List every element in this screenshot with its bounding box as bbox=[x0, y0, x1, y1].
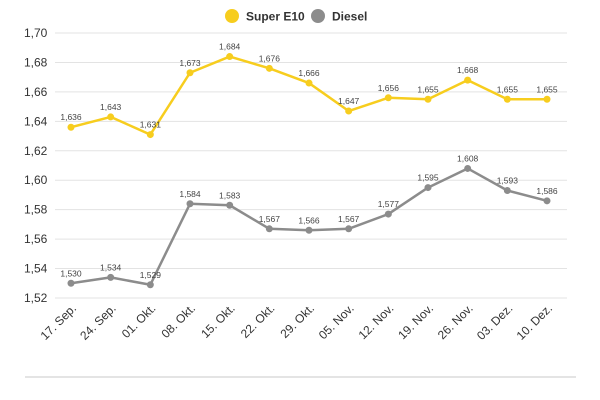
data-point bbox=[345, 225, 353, 233]
data-label: 1,584 bbox=[179, 189, 201, 199]
y-tick-label: 1,62 bbox=[24, 144, 48, 158]
data-point bbox=[543, 95, 551, 103]
data-label: 1,655 bbox=[536, 84, 558, 94]
legend-label: Super E10 bbox=[246, 10, 305, 24]
data-point bbox=[464, 164, 472, 172]
data-label: 1,647 bbox=[338, 96, 360, 106]
data-label: 1,595 bbox=[417, 173, 439, 183]
data-point bbox=[345, 107, 353, 115]
data-point bbox=[305, 226, 313, 234]
data-label: 1,529 bbox=[140, 270, 162, 280]
y-tick-label: 1,64 bbox=[24, 114, 48, 128]
x-tick-label: 15. Okt. bbox=[198, 301, 238, 341]
y-axis: 1,52 1,54 1,56 1,58 1,60 1,62 1,64 1,66 1,68 1,70 bbox=[24, 26, 48, 305]
data-point bbox=[107, 273, 115, 281]
x-tick-label: 08. Okt. bbox=[159, 301, 199, 341]
data-label: 1,656 bbox=[378, 83, 400, 93]
data-point bbox=[503, 187, 511, 195]
x-tick-label: 12. Nov. bbox=[356, 301, 397, 342]
data-point bbox=[67, 279, 75, 287]
legend: Super E10 Diesel bbox=[225, 9, 367, 24]
x-tick-label: 24. Sep. bbox=[77, 301, 119, 343]
data-point bbox=[464, 76, 472, 84]
x-axis: 17. Sep.24. Sep. 01. Okt. 08. Okt. 15. Okt.… bbox=[38, 301, 556, 343]
legend-label: Diesel bbox=[332, 10, 367, 24]
y-tick-label: 1,52 bbox=[24, 291, 48, 305]
data-point bbox=[424, 184, 432, 192]
data-label: 1,583 bbox=[219, 190, 241, 200]
data-label: 1,567 bbox=[338, 214, 360, 224]
data-label: 1,577 bbox=[378, 199, 400, 209]
data-label: 1,586 bbox=[536, 186, 558, 196]
data-label: 1,530 bbox=[60, 268, 82, 278]
data-label: 1,684 bbox=[219, 42, 241, 52]
legend-marker bbox=[311, 9, 325, 23]
data-label: 1,631 bbox=[140, 120, 162, 130]
data-label: 1,593 bbox=[497, 176, 519, 186]
x-tick-label: 19. Nov. bbox=[395, 301, 436, 342]
data-point bbox=[146, 131, 154, 139]
data-label: 1,636 bbox=[60, 112, 82, 122]
data-label: 1,676 bbox=[259, 53, 281, 63]
data-point bbox=[226, 201, 234, 209]
x-tick-label: 03. Dez. bbox=[474, 301, 516, 343]
data-label: 1,608 bbox=[457, 153, 479, 163]
data-label: 1,655 bbox=[417, 84, 439, 94]
data-point bbox=[265, 64, 273, 72]
data-point bbox=[186, 69, 194, 77]
data-point bbox=[107, 113, 115, 121]
y-tick-label: 1,60 bbox=[24, 173, 48, 187]
data-point bbox=[503, 95, 511, 103]
data-point bbox=[543, 197, 551, 205]
legend-marker bbox=[225, 9, 239, 23]
x-tick-label: 01. Okt. bbox=[119, 301, 159, 341]
y-tick-label: 1,68 bbox=[24, 55, 48, 69]
data-label: 1,566 bbox=[298, 215, 320, 225]
data-point bbox=[146, 281, 154, 289]
grid bbox=[55, 32, 567, 299]
series: 1,636 1,643 1,631 1,673 1,684 1,676 1,666 1,647… bbox=[60, 42, 558, 139]
y-tick-label: 1,70 bbox=[24, 26, 48, 40]
data-label: 1,655 bbox=[497, 84, 519, 94]
series: 1,530 1,534 1,529 1,584 1,583 1,567 1,566 1,567… bbox=[60, 153, 558, 289]
data-point bbox=[265, 225, 273, 233]
x-tick-label: 17. Sep. bbox=[38, 301, 80, 343]
data-label: 1,534 bbox=[100, 262, 122, 272]
data-point bbox=[226, 53, 234, 61]
data-point bbox=[305, 79, 313, 87]
data-point bbox=[384, 210, 392, 218]
x-tick-label: 10. Dez. bbox=[514, 301, 556, 343]
data-point bbox=[186, 200, 194, 208]
data-label: 1,643 bbox=[100, 102, 122, 112]
x-tick-label: 22. Okt. bbox=[238, 301, 278, 341]
x-tick-label: 05. Nov. bbox=[316, 301, 357, 342]
data-label: 1,567 bbox=[259, 214, 281, 224]
data-label: 1,668 bbox=[457, 65, 479, 75]
series-group: 1,636 1,643 1,631 1,673 1,684 1,676 1,666 1,647… bbox=[60, 42, 558, 289]
data-label: 1,673 bbox=[179, 58, 201, 68]
y-tick-label: 1,54 bbox=[24, 262, 48, 276]
y-tick-label: 1,58 bbox=[24, 203, 48, 217]
data-point bbox=[384, 94, 392, 102]
data-point bbox=[67, 123, 75, 131]
data-label: 1,666 bbox=[298, 68, 320, 78]
x-tick-label: 29. Okt. bbox=[278, 301, 318, 341]
y-tick-label: 1,56 bbox=[24, 232, 48, 246]
y-tick-label: 1,66 bbox=[24, 85, 48, 99]
data-point bbox=[424, 95, 432, 103]
x-tick-label: 26. Nov. bbox=[435, 301, 476, 342]
series-line bbox=[69, 167, 549, 286]
